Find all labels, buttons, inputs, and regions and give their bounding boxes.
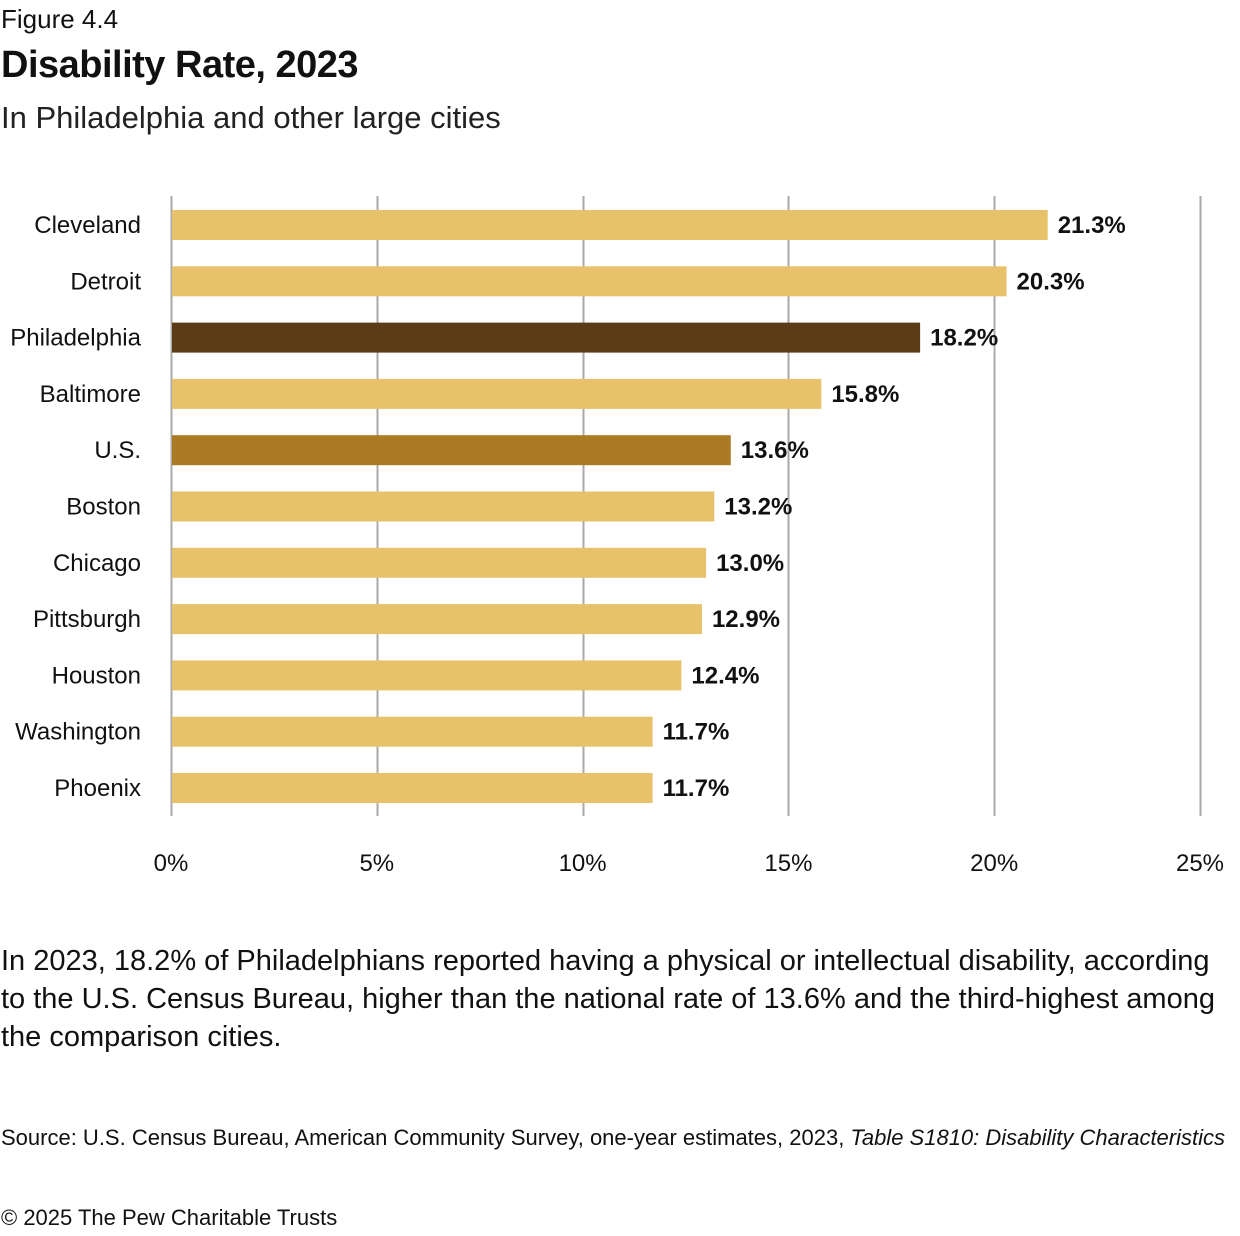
bar-chicago [172, 547, 707, 578]
value-label: 13.6% [741, 437, 809, 464]
value-label: 11.7% [663, 719, 730, 746]
category-label: U.S. [94, 437, 141, 464]
source-prefix: Source: U.S. Census Bureau, American Com… [1, 1125, 851, 1150]
category-label: Detroit [70, 268, 141, 295]
x-tick-label: 25% [1176, 850, 1224, 877]
bar-detroit [172, 266, 1007, 297]
copyright: © 2025 The Pew Charitable Trusts [1, 1205, 338, 1230]
figure-label: Figure 4.4 [1, 4, 119, 34]
category-label: Boston [66, 494, 141, 521]
value-label: 21.3% [1058, 212, 1126, 239]
bar-boston [172, 491, 715, 522]
x-tick-label: 0% [154, 850, 189, 877]
x-axis-tick-labels: 0% 5% 10% 15% 20% 25% [154, 850, 1224, 877]
bar-chart: Cleveland Detroit Philadelphia Baltimore U.S… [10, 196, 1224, 877]
value-label: 13.2% [724, 494, 792, 521]
x-tick-label: 15% [764, 850, 812, 877]
category-label: Baltimore [40, 381, 141, 408]
chart-title: Disability Rate, 2023 [1, 44, 359, 86]
bars [172, 210, 1048, 803]
value-label: 18.2% [930, 325, 998, 352]
bar-phoenix [172, 773, 653, 803]
category-labels: Cleveland Detroit Philadelphia Baltimore U.S… [10, 212, 141, 802]
category-label: Philadelphia [10, 325, 141, 352]
chart-subtitle: In Philadelphia and other large cities [1, 100, 501, 135]
value-label: 13.0% [716, 550, 784, 577]
category-label: Cleveland [34, 212, 141, 239]
value-label: 12.9% [712, 606, 780, 633]
value-label: 15.8% [831, 381, 899, 408]
category-label: Pittsburgh [33, 606, 141, 633]
value-labels: 21.3% 20.3% 18.2% 15.8% 13.6% 13.2% 13.0% 12.9%… [663, 212, 1126, 802]
value-label: 20.3% [1017, 268, 1085, 295]
description-text: In 2023, 18.2% of Philadelphians reporte… [1, 945, 1215, 1053]
bar-u-s [172, 435, 731, 466]
bar-baltimore [172, 378, 822, 409]
value-label: 12.4% [691, 662, 759, 689]
bar-houston [172, 660, 682, 691]
bar-pittsburgh [172, 604, 702, 635]
bar-philadelphia [172, 322, 921, 353]
x-tick-label: 20% [970, 850, 1018, 877]
source-note: Source: U.S. Census Bureau, American Com… [1, 1122, 1231, 1154]
bar-washington [172, 716, 653, 747]
source-table-title: Table S1810: Disability Characteristics [850, 1125, 1226, 1150]
x-tick-label: 5% [359, 850, 394, 877]
category-label: Houston [52, 662, 141, 689]
bar-cleveland [172, 210, 1048, 240]
category-label: Washington [15, 719, 141, 746]
category-label: Chicago [53, 550, 141, 577]
x-tick-label: 10% [559, 850, 607, 877]
category-label: Phoenix [54, 775, 141, 802]
value-label: 11.7% [663, 775, 730, 802]
